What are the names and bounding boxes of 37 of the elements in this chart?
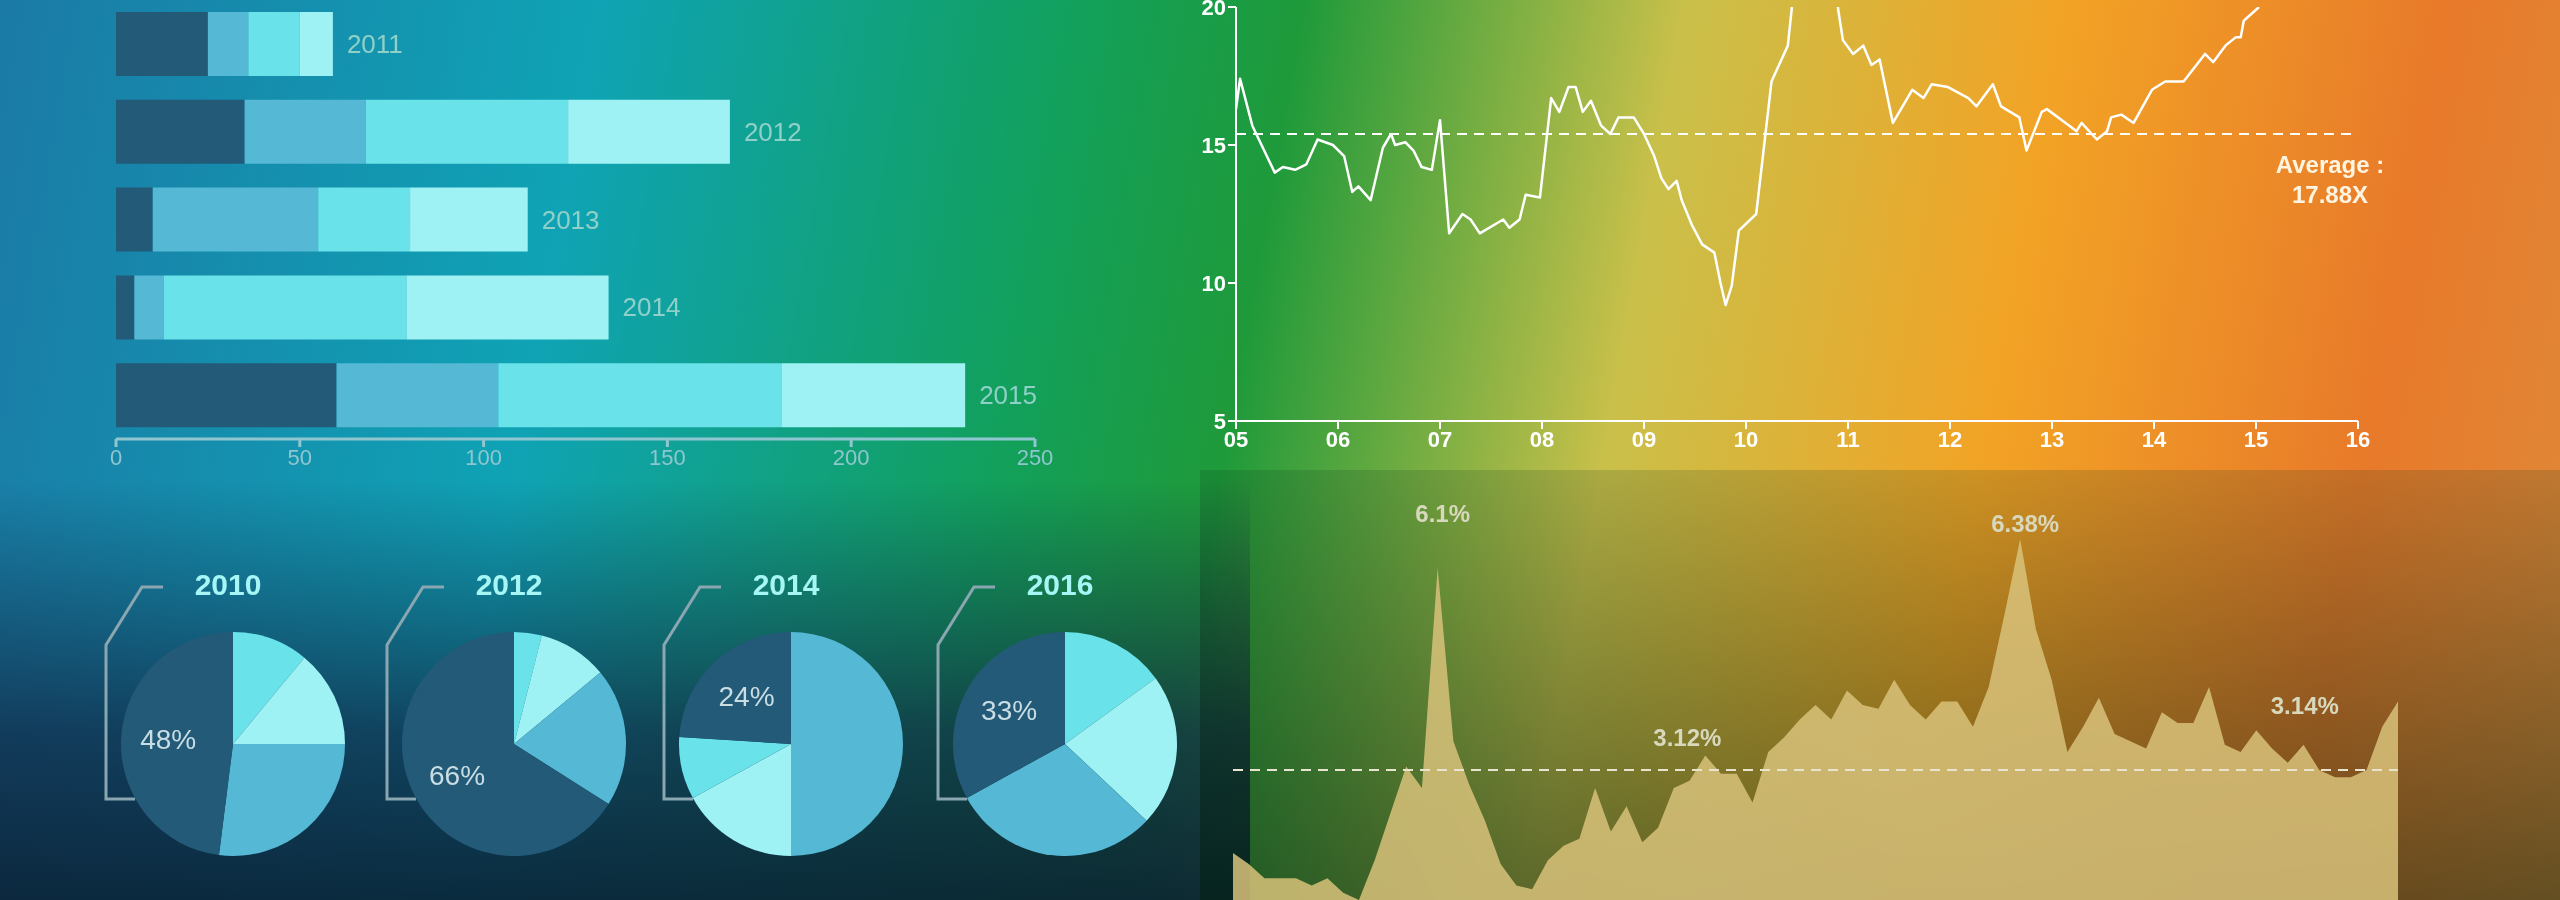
text: 6.38% — [1990, 510, 2061, 538]
chart-title: 2012 — [474, 568, 544, 602]
data-label: 48% — [140, 724, 197, 756]
x-tick-label: 14 — [2141, 426, 2167, 452]
x-tick-label: 12 — [1937, 426, 1963, 452]
x-tick-label: 06 — [1325, 426, 1351, 452]
data-label: 33% — [981, 695, 1038, 727]
annotation: Average : 17.88X — [2274, 150, 2386, 210]
chart-title: 2010 — [193, 568, 263, 602]
x-tick-label: 15 — [2243, 426, 2269, 452]
annotation: 3.14% — [2269, 692, 2340, 720]
x-tick-label: 11 — [1836, 426, 1860, 452]
y-tick-label: 20 — [1201, 0, 1226, 20]
x-tick-label: 09 — [1631, 426, 1657, 452]
y-tick-label: 15 — [1201, 132, 1226, 158]
x-tick-label: 50 — [287, 444, 313, 470]
y-tick-label: 5 — [1213, 408, 1226, 434]
y-tick-label: 2015 — [979, 380, 1037, 411]
data-label: 66% — [429, 759, 486, 791]
data-label: 24% — [718, 681, 775, 713]
x-tick-label: 150 — [649, 444, 686, 470]
text: 6.1% — [1414, 500, 1472, 528]
x-tick-label: 250 — [1016, 444, 1054, 470]
x-tick-label: 08 — [1529, 426, 1555, 452]
x-tick-label: 07 — [1427, 426, 1453, 452]
y-tick-label: 10 — [1201, 270, 1226, 296]
x-tick-label: 200 — [832, 444, 870, 470]
annotation: 3.12% — [1652, 724, 1723, 752]
x-tick-label: 10 — [1733, 426, 1759, 452]
y-tick-label: 2013 — [541, 204, 600, 235]
chart-title: 2016 — [1025, 568, 1095, 602]
x-tick-label: 0 — [109, 444, 123, 470]
x-tick-label: 100 — [465, 444, 502, 470]
y-tick-label: 2011 — [346, 29, 403, 59]
x-tick-label: 13 — [2039, 426, 2065, 452]
x-tick-label: 16 — [2345, 426, 2371, 452]
chart-title: 2014 — [751, 568, 821, 602]
